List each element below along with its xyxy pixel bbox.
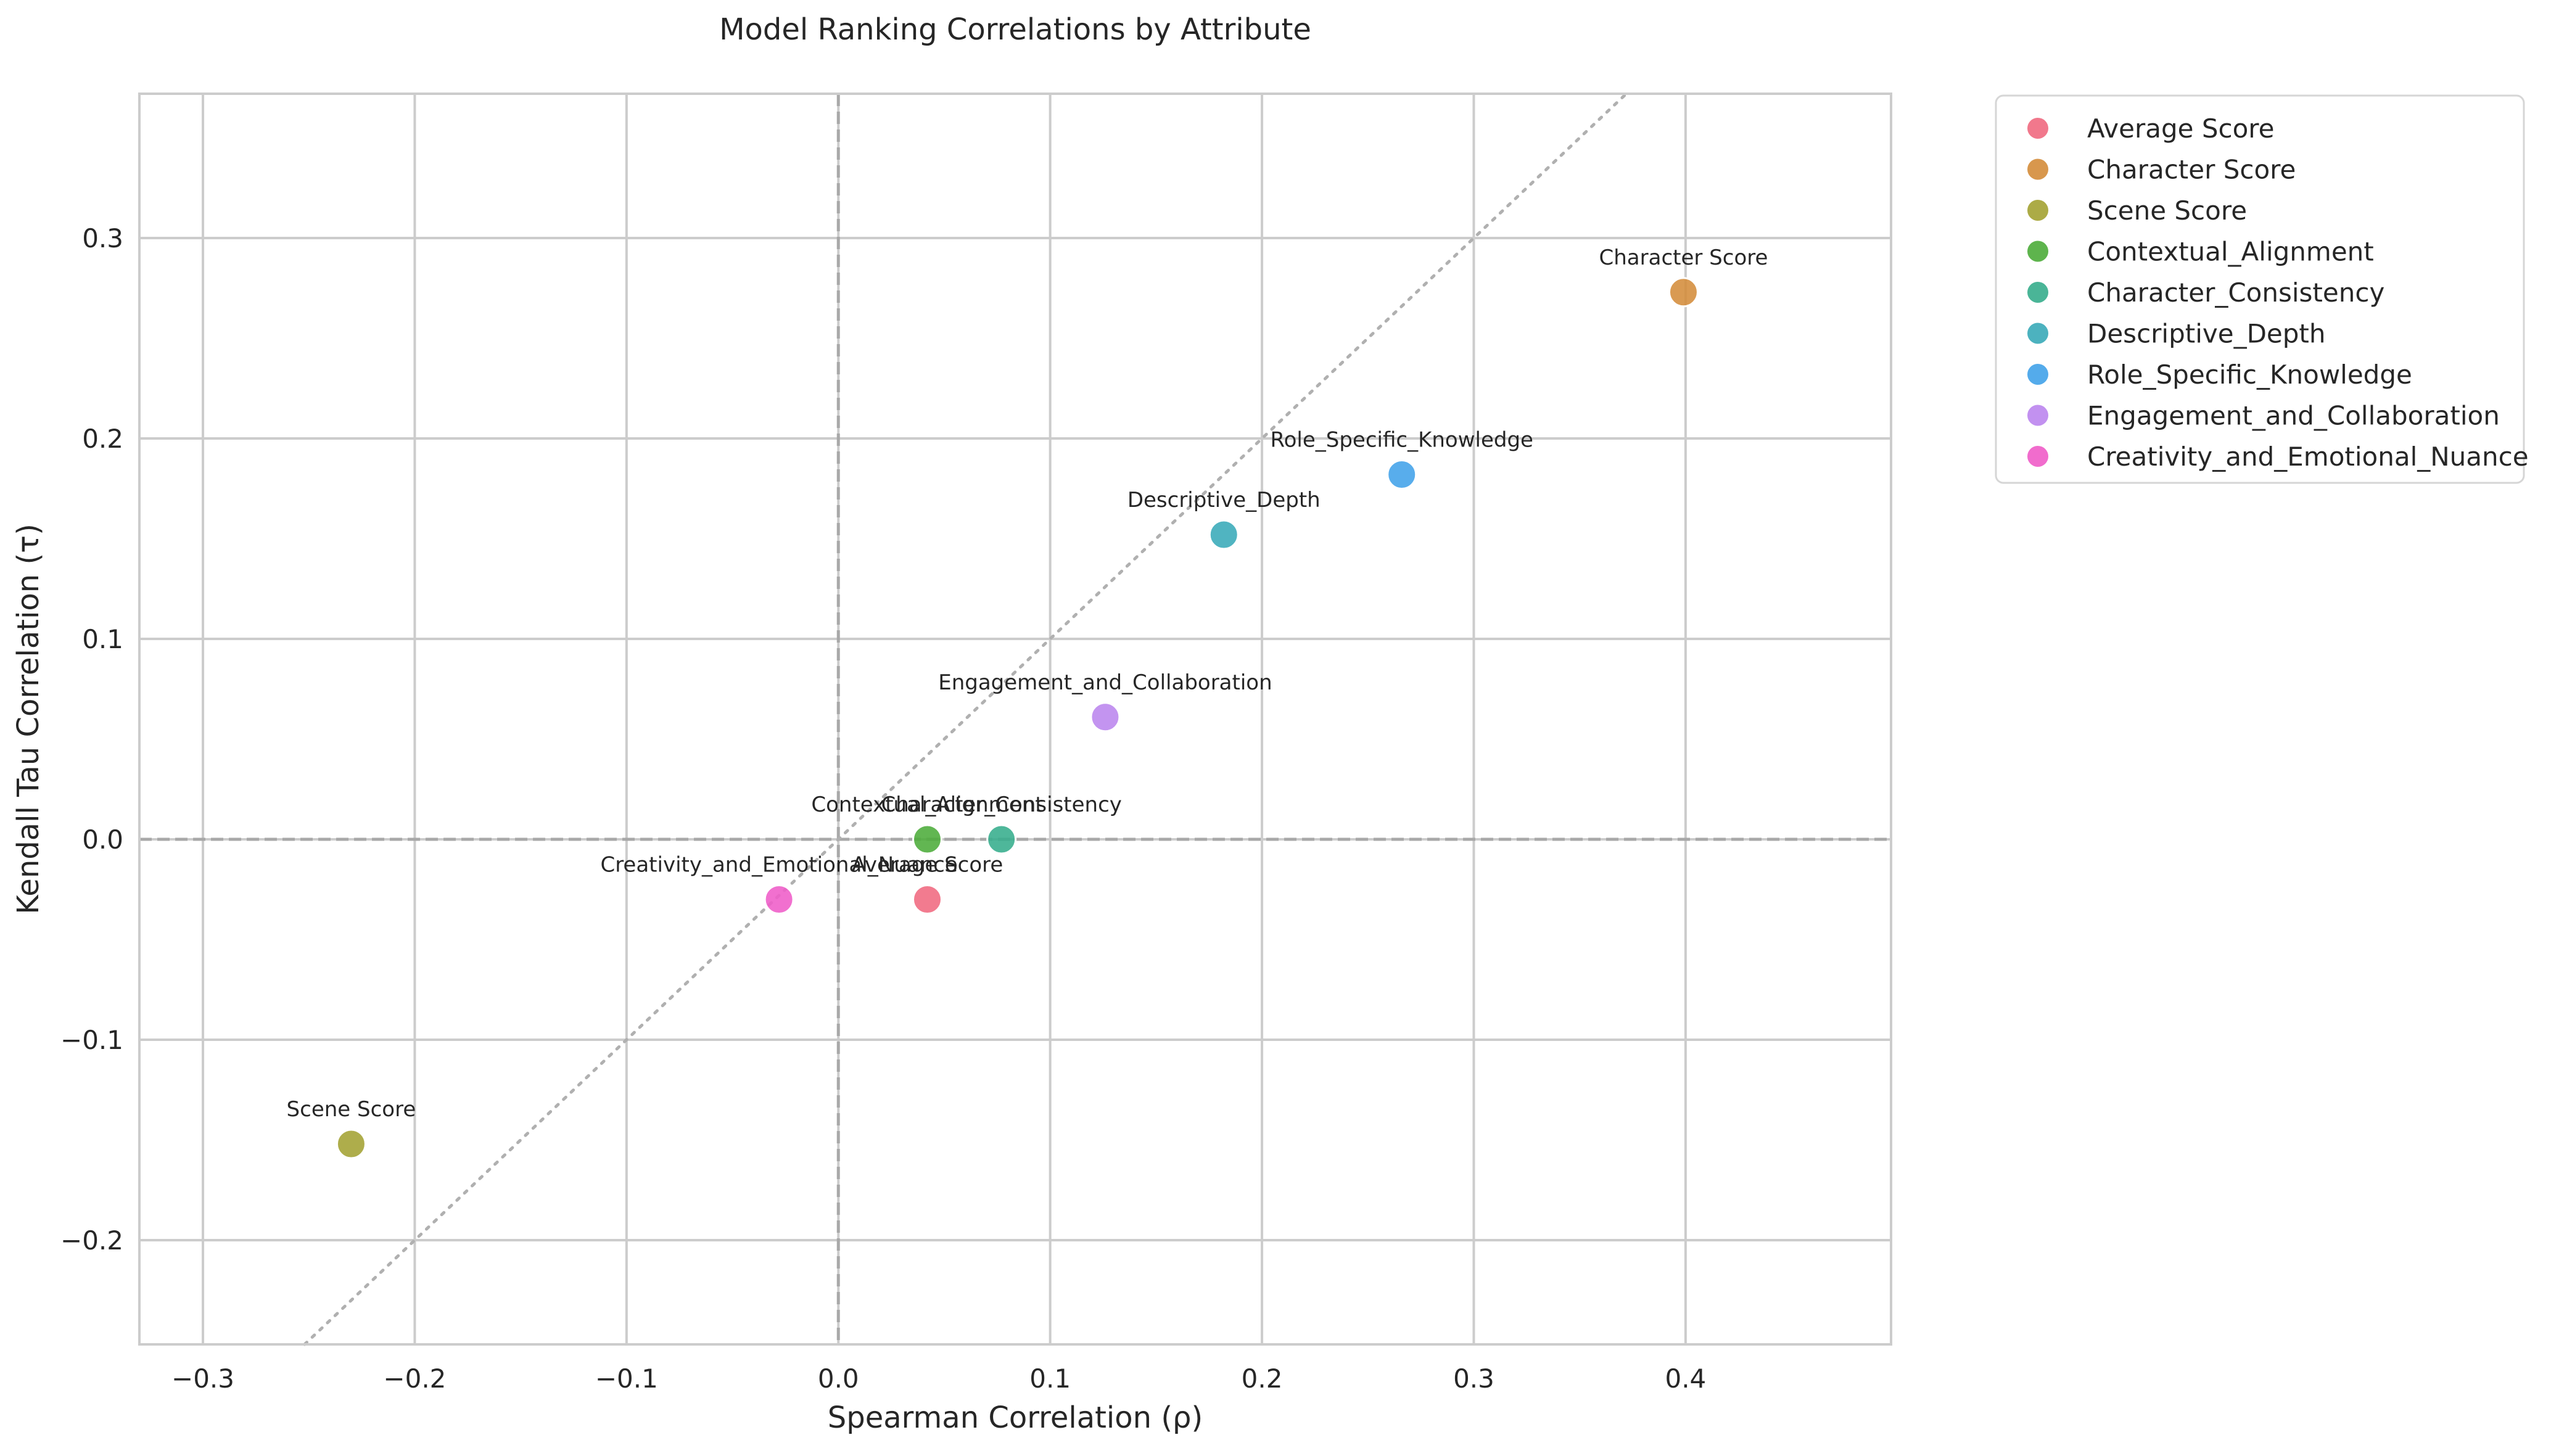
legend-marker (2027, 241, 2048, 262)
point-label: Role_Specific_Knowledge (1270, 428, 1533, 453)
data-point (1668, 277, 1699, 308)
x-tick-label: 0.3 (1453, 1363, 1494, 1394)
point-label: Creativity_and_Emotional_Nuance (600, 853, 957, 878)
point-label: Character Score (1599, 245, 1768, 270)
y-tick-label: 0.1 (82, 624, 123, 654)
identity-dotted-line (303, 92, 1628, 1346)
point-label: Descriptive_Depth (1127, 488, 1321, 512)
x-axis-label: Spearman Correlation (ρ) (828, 1400, 1203, 1435)
plot-area-frame (138, 93, 1892, 1346)
legend-marker (2027, 446, 2048, 467)
x-tick-label: 0.4 (1665, 1363, 1706, 1394)
legend: Average Score Character Score Scene Score C… (1995, 94, 2529, 484)
data-point (1090, 702, 1121, 733)
point-label: Character_Consistency (881, 792, 1121, 817)
data-points (336, 277, 1699, 1159)
x-tick-label: 0.1 (1029, 1363, 1071, 1394)
y-axis-label: Kendall Tau Correlation (τ) (11, 524, 46, 915)
reference-lines (139, 92, 1891, 1346)
chart-title: Model Ranking Correlations by Attribute (719, 12, 1311, 47)
legend-marker (2027, 323, 2048, 344)
x-tick-label: −0.3 (171, 1363, 234, 1394)
legend-marker (2027, 364, 2048, 385)
point-label: Scene Score (287, 1097, 416, 1122)
point-label: Engagement_and_Collaboration (938, 670, 1272, 695)
x-tick-label: −0.1 (595, 1363, 658, 1394)
x-axis-ticks: −0.3 −0.2 −0.1 0.0 0.1 0.2 0.3 0.4 (171, 1363, 1706, 1394)
y-tick-label: 0.2 (82, 424, 123, 454)
data-point (1387, 459, 1417, 490)
data-point (1208, 519, 1239, 550)
point-label: Contextual_Alignment (811, 792, 1043, 817)
legend-marker (2027, 158, 2048, 180)
y-tick-label: −0.1 (60, 1025, 123, 1055)
legend-entry: Scene Score (2087, 195, 2247, 226)
legend-entry: Character_Consistency (2087, 278, 2384, 308)
legend-marker (2027, 405, 2048, 426)
point-label: Average Score (852, 853, 1004, 878)
legend-entry: Contextual_Alignment (2087, 237, 2374, 267)
x-tick-label: −0.2 (383, 1363, 446, 1394)
legend-marker (2027, 282, 2048, 303)
legend-marker (2027, 200, 2048, 221)
y-tick-label: −0.2 (60, 1225, 123, 1256)
data-point (336, 1129, 366, 1159)
point-annotations: Average Score Character Score Scene Score C… (287, 245, 1768, 1122)
data-point (912, 884, 942, 915)
legend-entry: Role_Specific_Knowledge (2087, 360, 2412, 390)
legend-entry: Engagement_and_Collaboration (2087, 401, 2500, 431)
legend-box (1995, 94, 2525, 484)
legend-entry: Character Score (2087, 155, 2296, 185)
y-axis-ticks: −0.2 −0.1 0.0 0.1 0.2 0.3 (60, 223, 123, 1256)
x-tick-label: 0.2 (1242, 1363, 1283, 1394)
data-point (986, 824, 1017, 855)
legend-entry: Descriptive_Depth (2087, 319, 2326, 349)
legend-entry: Average Score (2087, 113, 2274, 144)
y-tick-label: 0.0 (82, 825, 123, 855)
data-point (764, 884, 794, 915)
legend-marker (2027, 118, 2048, 139)
y-tick-label: 0.3 (82, 223, 123, 253)
legend-entry: Creativity_and_Emotional_Nuance (2087, 442, 2529, 472)
x-tick-label: 0.0 (818, 1363, 859, 1394)
data-point (912, 824, 942, 855)
